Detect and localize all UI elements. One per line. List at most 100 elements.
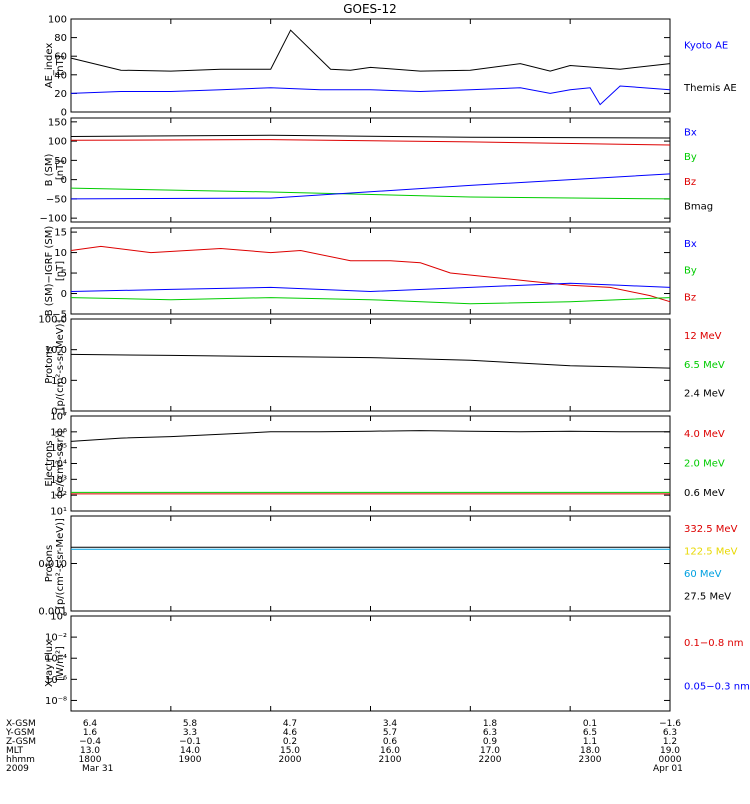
y-tick-label: 100 [48,137,67,148]
y-axis-unit: [nT] [55,55,66,75]
panel-frame [70,415,671,512]
panel-5: 10¹ 10² 10³ 10⁴ 10⁵ 10⁶ 10⁷ Electrons [e/(cm²-s-… [44,412,725,518]
legend-entry: Bx [684,127,697,138]
panel-frame [70,318,671,412]
y-tick-label: 0 [61,175,67,186]
y-tick-label: 10⁷ [50,412,67,423]
y-axis-unit: [nT] [55,261,66,281]
y-tick-label: 10⁶ [50,427,67,438]
series-line-bx [70,282,671,293]
legend-entry: 0.1−0.8 nm [684,638,743,649]
y-tick-label: 0 [61,289,67,300]
legend-entry: 332.5 MeV [684,524,738,535]
footer-row-label: Y-GSM [5,728,34,738]
legend-entry: 27.5 MeV [684,592,731,603]
footer-cell: 2200 [479,755,502,765]
y-tick-label: 10⁴ [50,459,67,470]
y-tick-label: 10 [54,248,67,259]
footer-cell: 3.3 [183,728,197,738]
y-tick-label: −5 [52,310,67,321]
series-line-bz [70,245,671,303]
y-tick-label: 0.001 [38,607,67,618]
footer-cell: 1800 [79,755,102,765]
legend-entry: Bz [684,293,696,304]
series-line-by [70,187,671,200]
legend-entry: 60 MeV [684,569,722,580]
legend-entry: 0.6 MeV [684,488,725,499]
footer-cell: 6.3 [663,728,677,738]
series-line-themis-ae [70,29,671,72]
y-axis-label: Xray Flux [44,640,55,687]
panel-4: 0.1 1.0 10.0 100.0 Protons [p/(cm²-s-sr-MeV)]… [38,315,725,418]
y-tick-label: 60 [54,52,67,63]
y-axis-label: AE_index [44,43,55,89]
legend-entry: Bmag [684,202,713,213]
y-tick-label: 10⁻² [45,633,67,644]
footer-cell: 1.8 [483,719,498,729]
y-tick-label: 10⁵ [50,443,67,454]
y-tick-label: 40 [54,70,67,81]
y-tick-label: 5 [61,269,67,280]
y-tick-label: 1.0 [51,376,67,387]
footer-cell: 2000 [279,755,302,765]
footer-cell: 0.9 [483,737,498,747]
footer-row-label: MLT [6,746,24,756]
y-tick-label: 80 [54,33,67,44]
y-axis-label: Protons [44,346,55,383]
series-line-kyoto-ae [70,85,671,106]
legend-entry: 122.5 MeV [684,546,738,557]
footer-cell: 0.6 [383,737,398,747]
y-tick-label: 0.1 [51,407,67,418]
footer-cell: 1.2 [663,737,677,747]
chart-title: GOES-12 [343,2,397,16]
footer-cell: 3.4 [383,719,398,729]
y-tick-label: 150 [48,117,67,128]
y-tick-label: 100.0 [38,315,67,326]
y-axis-unit: [W/m²] [55,646,66,681]
panel-2: −100 −50 0 50 100 150 B (SM) [nT] Bx By Bz Bmag [40,117,714,224]
footer-cell: 13.0 [80,746,100,756]
y-tick-label: 10⁻⁸ [45,696,67,707]
footer-cell: Apr 01 [653,764,683,774]
series-line-0-6-mev [70,430,670,442]
legend-entry: Themis AE [683,83,737,94]
footer-cell: 19.0 [660,746,680,756]
y-tick-label: 15 [54,228,67,239]
footer-cell: 17.0 [480,746,500,756]
legend-entry: Bz [684,177,696,188]
footer-row-label: hhmm [6,755,35,765]
panel-1: 0 20 40 60 80 100 AE_index [nT] Kyoto AE Themis A… [44,15,737,119]
footer-row-label: Z-GSM [6,737,36,747]
panel-frame [70,117,671,223]
y-tick-label: 10⁰ [50,612,67,623]
legend-entry: 12 MeV [684,331,722,342]
footer-cell: 5.8 [183,719,198,729]
y-axis-label: B (SM)−IGRF (SM) [44,226,55,317]
y-axis-unit: [p/(cm²-s-sr-MeV)] [55,319,66,410]
footer-cell: −0.4 [79,737,101,747]
footer-cell: 4.7 [283,719,297,729]
footer-cell: 2100 [379,755,402,765]
footer-cell: 0000 [659,755,682,765]
y-tick-label: 0 [61,108,67,119]
y-tick-label: 20 [54,89,67,100]
y-axis-unit: [p/(cm²-s-sr-MeV)] [55,518,66,609]
footer-cell: 1900 [179,755,202,765]
footer-cell: 18.0 [580,746,600,756]
legend-entry: 6.5 MeV [684,360,725,371]
footer-cell: 4.6 [283,728,298,738]
footer-cell: 5.7 [383,728,397,738]
y-axis-label: Protons [44,545,55,582]
legend-entry: Kyoto AE [684,41,728,52]
panel-frame [70,515,671,612]
footer-cell: 16.0 [380,746,400,756]
y-tick-label: 0.010 [38,559,67,570]
y-tick-label: 10⁻⁶ [45,675,67,686]
y-tick-label: 10.0 [45,345,67,356]
footer-row-label: X-GSM [6,719,36,729]
footer-cell: Mar 31 [82,764,113,774]
